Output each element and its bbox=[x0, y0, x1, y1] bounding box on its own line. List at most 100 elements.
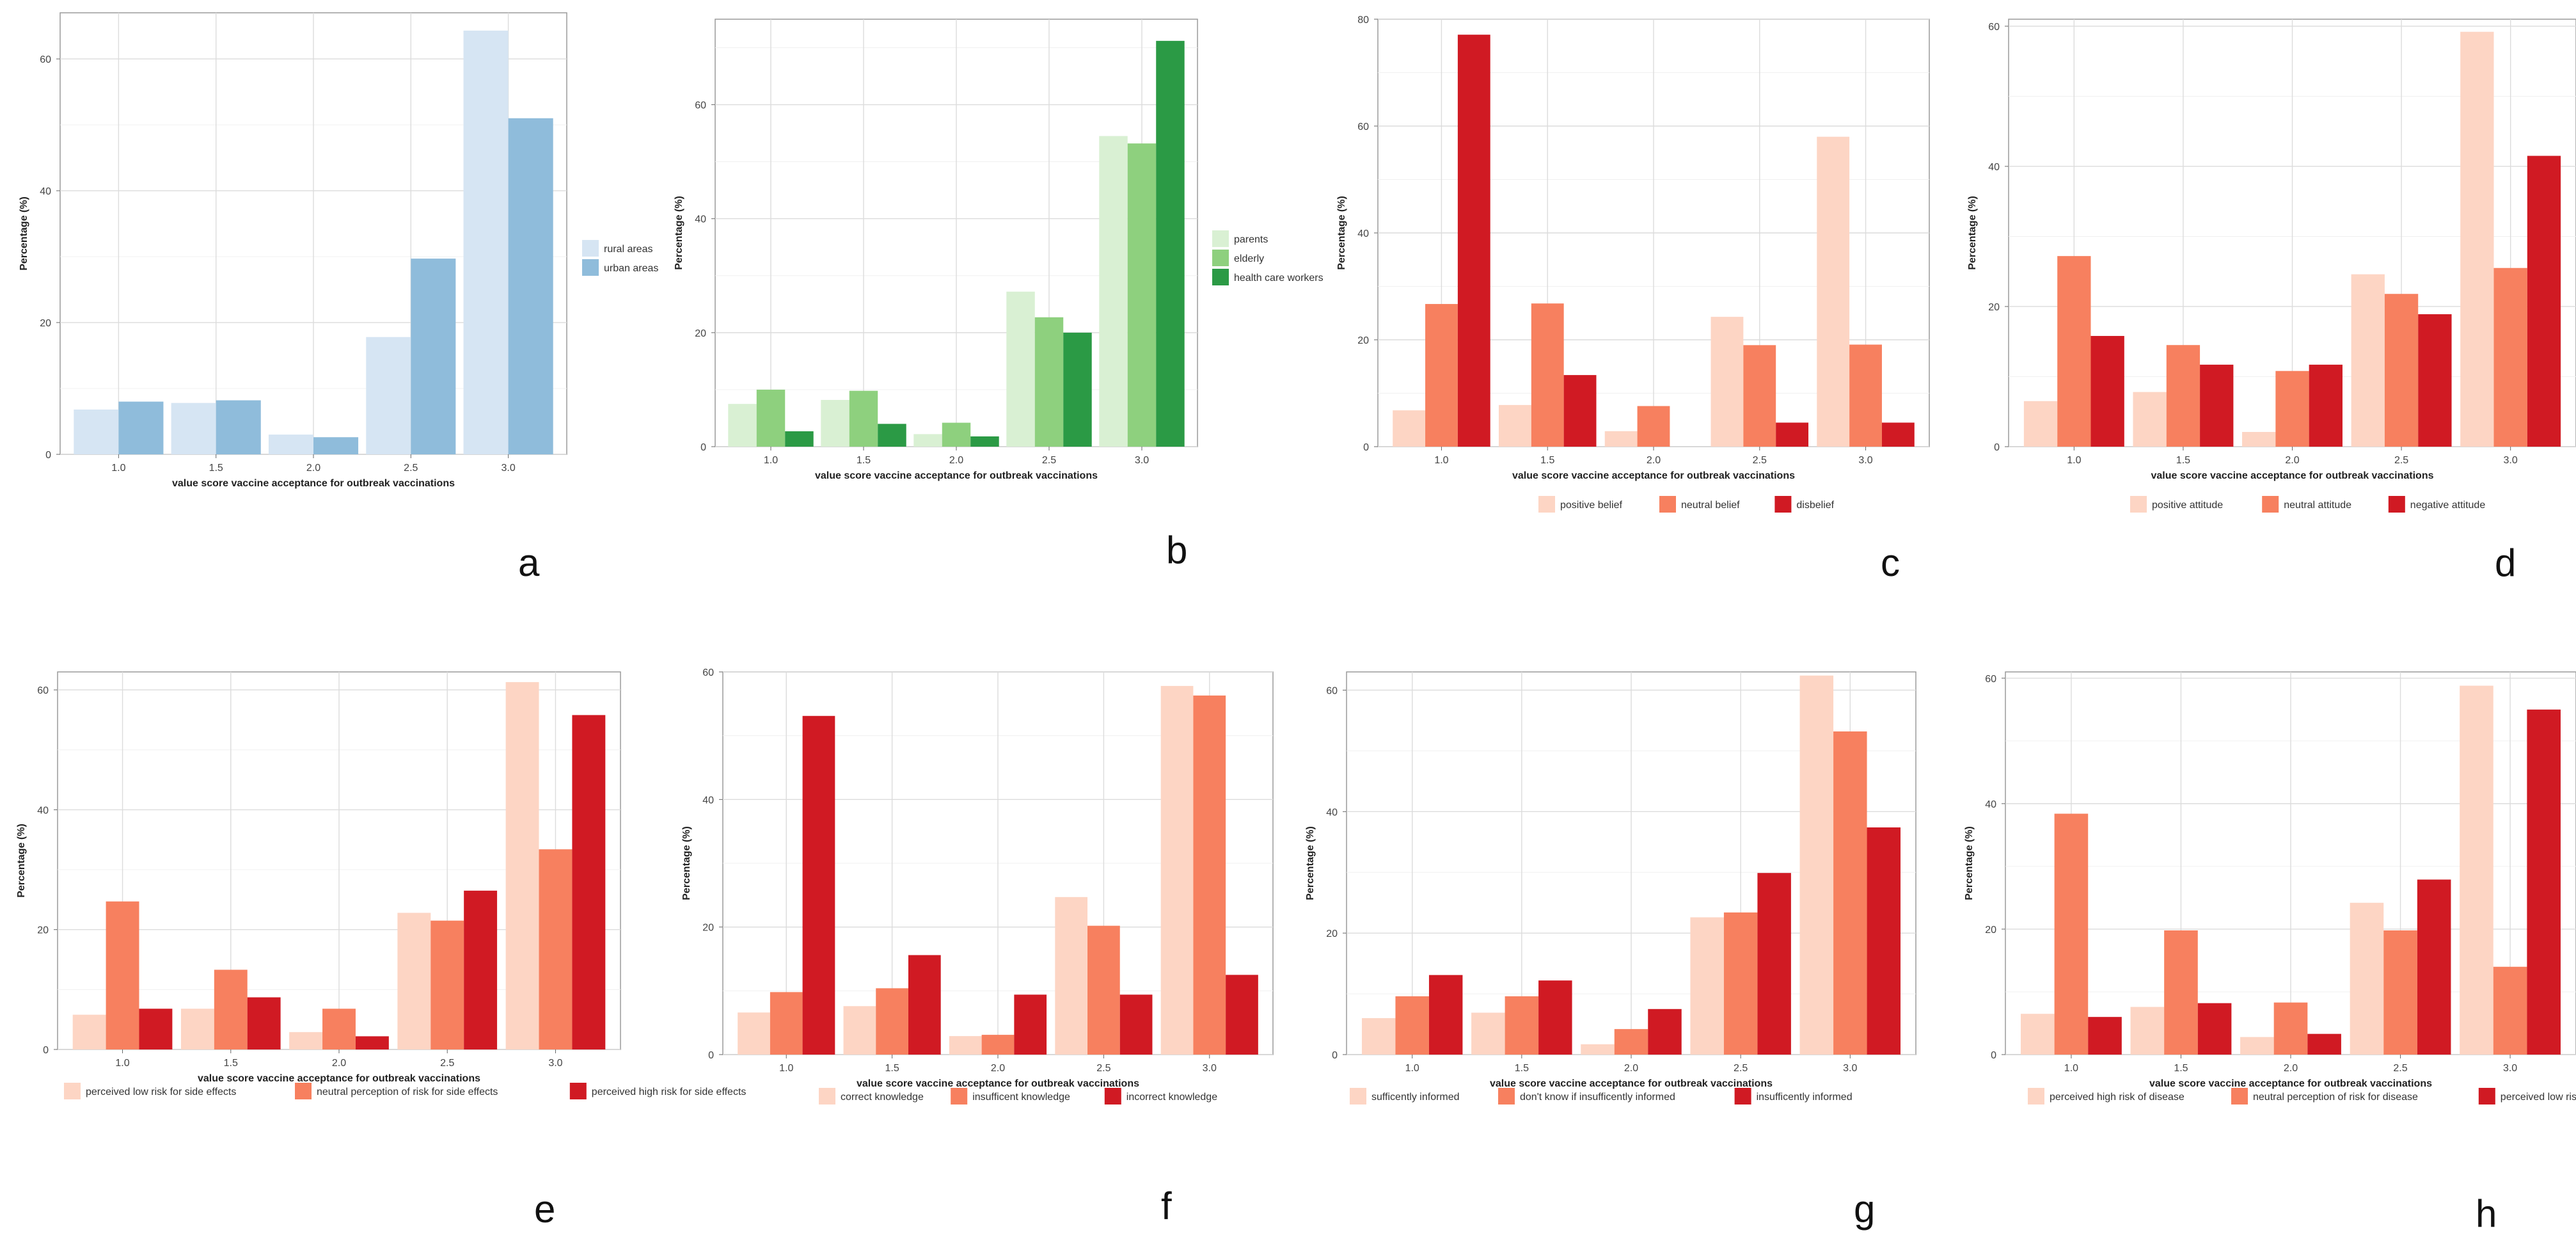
y-tick-label: 60 bbox=[1326, 685, 1338, 696]
bar-f-s1-c0 bbox=[770, 992, 803, 1055]
bar-c-s2-c1 bbox=[1563, 375, 1597, 447]
y-tick-label: 40 bbox=[1988, 162, 2000, 173]
legend: positive attitude neutral attitude negativ… bbox=[2130, 496, 2485, 513]
legend: perceived high risk of disease neutral pe… bbox=[2028, 1088, 2576, 1104]
y-axis-label: Percentage (%) bbox=[674, 196, 684, 270]
legend-swatch bbox=[64, 1083, 81, 1099]
x-tick-label: 2.5 bbox=[1096, 1063, 1110, 1074]
bar-d-s0-c4 bbox=[2460, 31, 2494, 447]
bar-h-s2-c4 bbox=[2527, 709, 2561, 1055]
legend-label: perceived low risk of disease bbox=[2501, 1092, 2576, 1103]
bar-d-s2-c2 bbox=[2309, 364, 2343, 447]
bar-b-s1-c2 bbox=[942, 422, 971, 447]
bar-b-s2-c3 bbox=[1063, 332, 1092, 447]
y-tick-label: 0 bbox=[708, 1050, 714, 1061]
legend-swatch bbox=[1104, 1088, 1121, 1104]
bar-f-s2-c2 bbox=[1014, 994, 1047, 1055]
bar-e-s2-c4 bbox=[572, 715, 606, 1049]
legend-label: rural areas bbox=[604, 244, 652, 255]
chart-panel-h: 0 20 40 60 1.0 1.5 2.0 2.5 3.0 value score vaccin… bbox=[1938, 659, 2576, 1235]
x-tick-label: 3.0 bbox=[2503, 1063, 2517, 1074]
bar-f-s2-c1 bbox=[908, 955, 941, 1055]
y-tick-label: 20 bbox=[1357, 335, 1369, 346]
bar-e-s1-c2 bbox=[322, 1009, 356, 1049]
y-tick-label: 40 bbox=[37, 805, 49, 816]
bar-h-s0-c1 bbox=[2130, 1007, 2165, 1055]
bar-a-s1-c4 bbox=[508, 118, 553, 454]
legend-label: don't know if insufficently informed bbox=[1520, 1092, 1675, 1103]
bar-c-s1-c0 bbox=[1425, 304, 1458, 447]
legend: rural areas urban areas bbox=[582, 240, 658, 276]
y-axis-label: Percentage (%) bbox=[1967, 196, 1978, 270]
bar-a-s0-c3 bbox=[366, 337, 411, 454]
y-tick-label: 40 bbox=[702, 795, 714, 806]
x-tick-label: 3.0 bbox=[1858, 455, 1872, 466]
y-axis-label: Percentage (%) bbox=[1305, 826, 1316, 900]
legend-swatch bbox=[2478, 1088, 2495, 1104]
x-tick-label: 1.0 bbox=[779, 1063, 793, 1074]
legend-label: insufficently informed bbox=[1757, 1092, 1853, 1103]
bar-g-s0-c0 bbox=[1361, 1018, 1396, 1055]
bar-f-s0-c1 bbox=[843, 1006, 876, 1055]
legend: correct knowledge insufficent knowledge in… bbox=[819, 1088, 1217, 1104]
bar-e-s1-c1 bbox=[214, 969, 248, 1049]
bar-d-s0-c3 bbox=[2351, 274, 2385, 447]
legend-label: perceived low risk for side effects bbox=[86, 1087, 236, 1097]
x-tick-label: 3.0 bbox=[501, 463, 515, 474]
x-tick-label: 2.0 bbox=[991, 1063, 1005, 1074]
y-tick-label: 80 bbox=[1357, 15, 1369, 26]
panel-letter-h: h bbox=[2476, 1192, 2497, 1235]
y-tick-label: 20 bbox=[1985, 925, 1996, 936]
bar-c-s0-c2 bbox=[1604, 431, 1638, 447]
bar-h-s2-c0 bbox=[2088, 1017, 2122, 1055]
legend-label: neutral perception of risk for disease bbox=[2253, 1092, 2418, 1103]
y-tick-label: 40 bbox=[1326, 807, 1338, 818]
legend-label: perceived high risk of disease bbox=[2050, 1092, 2185, 1103]
legend-label: incorrect knowledge bbox=[1126, 1092, 1217, 1103]
chart-panel-g: 0 20 40 60 1.0 1.5 2.0 2.5 3.0 value score vaccin… bbox=[1286, 659, 1919, 1235]
y-tick-label: 40 bbox=[40, 186, 51, 197]
bar-g-s1-c0 bbox=[1395, 996, 1429, 1055]
legend-label: correct knowledge bbox=[841, 1092, 924, 1103]
legend-label: perceived high risk for side effects bbox=[592, 1087, 747, 1097]
bar-c-s2-c0 bbox=[1457, 35, 1490, 447]
chart-d-svg: 0 20 40 60 1.0 1.5 2.0 2.5 3.0 value score vaccin… bbox=[1967, 19, 2576, 513]
y-tick-label: 0 bbox=[1994, 442, 2000, 453]
legend-label: positive belief bbox=[1560, 500, 1623, 511]
bar-e-s2-c3 bbox=[464, 890, 498, 1049]
y-tick-label: 0 bbox=[1332, 1050, 1338, 1061]
legend-label: positive attitude bbox=[2152, 500, 2223, 511]
x-tick-label: 2.0 bbox=[1624, 1063, 1638, 1074]
bar-a-s0-c2 bbox=[268, 435, 313, 454]
legend-swatch bbox=[819, 1088, 835, 1104]
y-tick-label: 20 bbox=[1988, 302, 2000, 313]
x-tick-label: 2.0 bbox=[2285, 455, 2299, 466]
bar-g-s1-c4 bbox=[1833, 731, 1867, 1055]
legend-label: elderly bbox=[1234, 253, 1264, 264]
bar-g-s2-c3 bbox=[1757, 873, 1791, 1055]
y-tick-label: 20 bbox=[695, 328, 706, 339]
chart-a-svg: 0 20 40 60 1.0 1.5 2.0 2.5 3.0 value score vaccin… bbox=[19, 12, 658, 489]
bar-e-s0-c2 bbox=[289, 1032, 323, 1049]
x-tick-label: 2.0 bbox=[2284, 1063, 2298, 1074]
legend-label: sufficently informed bbox=[1371, 1092, 1460, 1103]
x-axis-label: value score vaccine acceptance for outbr… bbox=[815, 470, 1098, 481]
x-tick-label: 3.0 bbox=[2504, 455, 2518, 466]
x-tick-label: 1.0 bbox=[764, 455, 778, 466]
legend: sufficently informed don't know if insuff… bbox=[1350, 1088, 1853, 1104]
bar-h-s0-c0 bbox=[2021, 1014, 2055, 1055]
legend-label: health care workers bbox=[1234, 273, 1324, 283]
panel-letter-f: f bbox=[1161, 1184, 1172, 1227]
legend-swatch bbox=[1212, 230, 1229, 247]
bar-b-s2-c4 bbox=[1156, 40, 1185, 447]
x-tick-label: 1.0 bbox=[1405, 1063, 1419, 1074]
bar-f-s0-c3 bbox=[1055, 897, 1088, 1055]
bar-f-s1-c1 bbox=[876, 988, 908, 1055]
bar-g-s0-c2 bbox=[1581, 1044, 1615, 1055]
bar-e-s2-c1 bbox=[247, 997, 281, 1049]
x-tick-label: 1.5 bbox=[209, 463, 223, 474]
bar-d-s2-c3 bbox=[2418, 314, 2452, 447]
bar-d-s0-c2 bbox=[2242, 432, 2276, 447]
bar-h-s0-c3 bbox=[2350, 902, 2384, 1055]
bar-f-s0-c0 bbox=[738, 1012, 770, 1055]
